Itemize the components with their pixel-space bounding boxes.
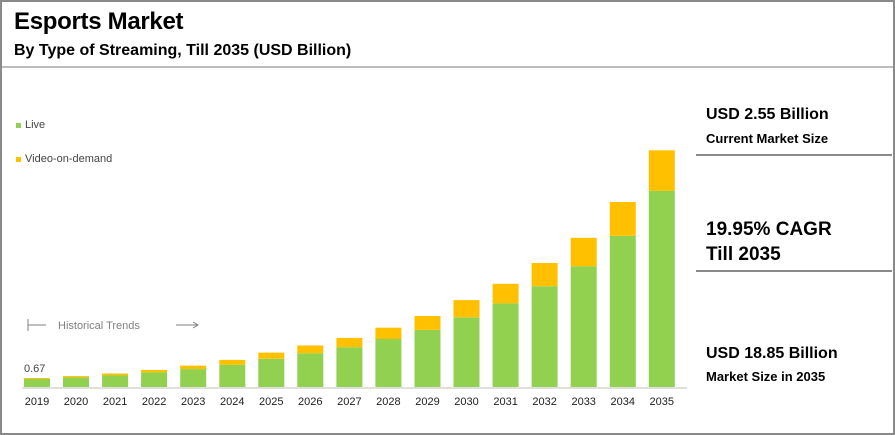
legend-label-vod: Video-on-demand	[25, 153, 113, 165]
bar-live-2020	[63, 377, 89, 387]
x-tick-label-2027: 2027	[337, 396, 361, 408]
legend-swatch-live	[16, 122, 21, 128]
bar-live-2033	[570, 266, 597, 387]
bar-live-2024	[219, 364, 246, 387]
bar-vod-2025	[258, 352, 285, 359]
bar-vod-2035	[648, 150, 675, 191]
x-tick-label-2021: 2021	[103, 396, 127, 408]
bar-vod-2027	[336, 337, 363, 348]
cagr-period: Till 2035	[706, 244, 781, 265]
x-tick-label-2023: 2023	[181, 396, 205, 408]
x-tick-label-2026: 2026	[298, 396, 322, 408]
stat-divider-1	[696, 154, 892, 156]
legend-label-live: Live	[25, 119, 46, 131]
bar-live-2019	[24, 379, 50, 387]
bar-live-2025	[258, 358, 285, 387]
bar-live-2034	[609, 235, 636, 387]
bar-live-2030	[453, 317, 480, 387]
chart-title: Esports Market	[14, 8, 184, 35]
bar-vod-2030	[453, 300, 480, 318]
x-tick-label-2031: 2031	[493, 396, 517, 408]
bar-live-2022	[141, 372, 168, 387]
header-divider	[2, 66, 893, 68]
bar-vod-2031	[492, 283, 519, 304]
current-market-size-caption: Current Market Size	[706, 131, 829, 146]
bar-live-2029	[414, 330, 441, 387]
legend-item-vod: Video-on-demand	[16, 153, 112, 165]
arrow-head-icon	[192, 321, 199, 329]
bar-vod-2021	[102, 373, 129, 376]
x-tick-label-2028: 2028	[376, 396, 400, 408]
future-market-size-caption: Market Size in 2035	[706, 369, 826, 384]
bar-vod-2029	[414, 316, 441, 330]
bar-vod-2032	[531, 263, 558, 287]
legend-item-live: Live	[16, 119, 45, 131]
bar-vod-2023	[180, 365, 207, 369]
historical-trends-label: Historical Trends	[58, 320, 140, 332]
bar-live-2035	[648, 190, 675, 387]
bar-vod-2019	[24, 378, 50, 379]
stat-divider-2	[696, 270, 892, 272]
x-tick-label-2030: 2030	[454, 396, 478, 408]
bar-live-2021	[102, 375, 129, 387]
bar-live-2028	[375, 339, 402, 387]
x-tick-label-2020: 2020	[64, 396, 88, 408]
x-tick-label-2033: 2033	[571, 396, 595, 408]
x-tick-label-2032: 2032	[532, 396, 556, 408]
x-tick-label-2034: 2034	[611, 396, 635, 408]
bar-live-2026	[297, 353, 324, 387]
x-tick-label-2029: 2029	[415, 396, 439, 408]
bar-live-2027	[336, 347, 363, 387]
chart-subtitle: By Type of Streaming, Till 2035 (USD Bil…	[14, 42, 352, 59]
bar-live-2031	[492, 303, 519, 387]
bar-vod-2020	[63, 376, 89, 378]
bar-vod-2033	[570, 237, 597, 267]
first-value-label: 0.67	[24, 363, 45, 375]
x-tick-label-2022: 2022	[142, 396, 166, 408]
future-market-size-value: USD 18.85 Billion	[706, 345, 838, 362]
x-tick-label-2035: 2035	[650, 396, 674, 408]
x-tick-label-2025: 2025	[259, 396, 283, 408]
cagr-value: 19.95% CAGR	[706, 219, 832, 240]
bar-vod-2028	[375, 327, 402, 339]
x-tick-label-2024: 2024	[220, 396, 244, 408]
current-market-size-value: USD 2.55 Billion	[706, 106, 829, 123]
bar-vod-2022	[141, 369, 168, 373]
bar-live-2023	[180, 369, 207, 387]
legend-swatch-vod	[16, 156, 21, 162]
bar-vod-2026	[297, 345, 324, 354]
bar-vod-2034	[609, 202, 636, 236]
x-tick-label-2019: 2019	[25, 396, 49, 408]
bar-vod-2024	[219, 359, 246, 365]
bar-live-2032	[531, 286, 558, 387]
